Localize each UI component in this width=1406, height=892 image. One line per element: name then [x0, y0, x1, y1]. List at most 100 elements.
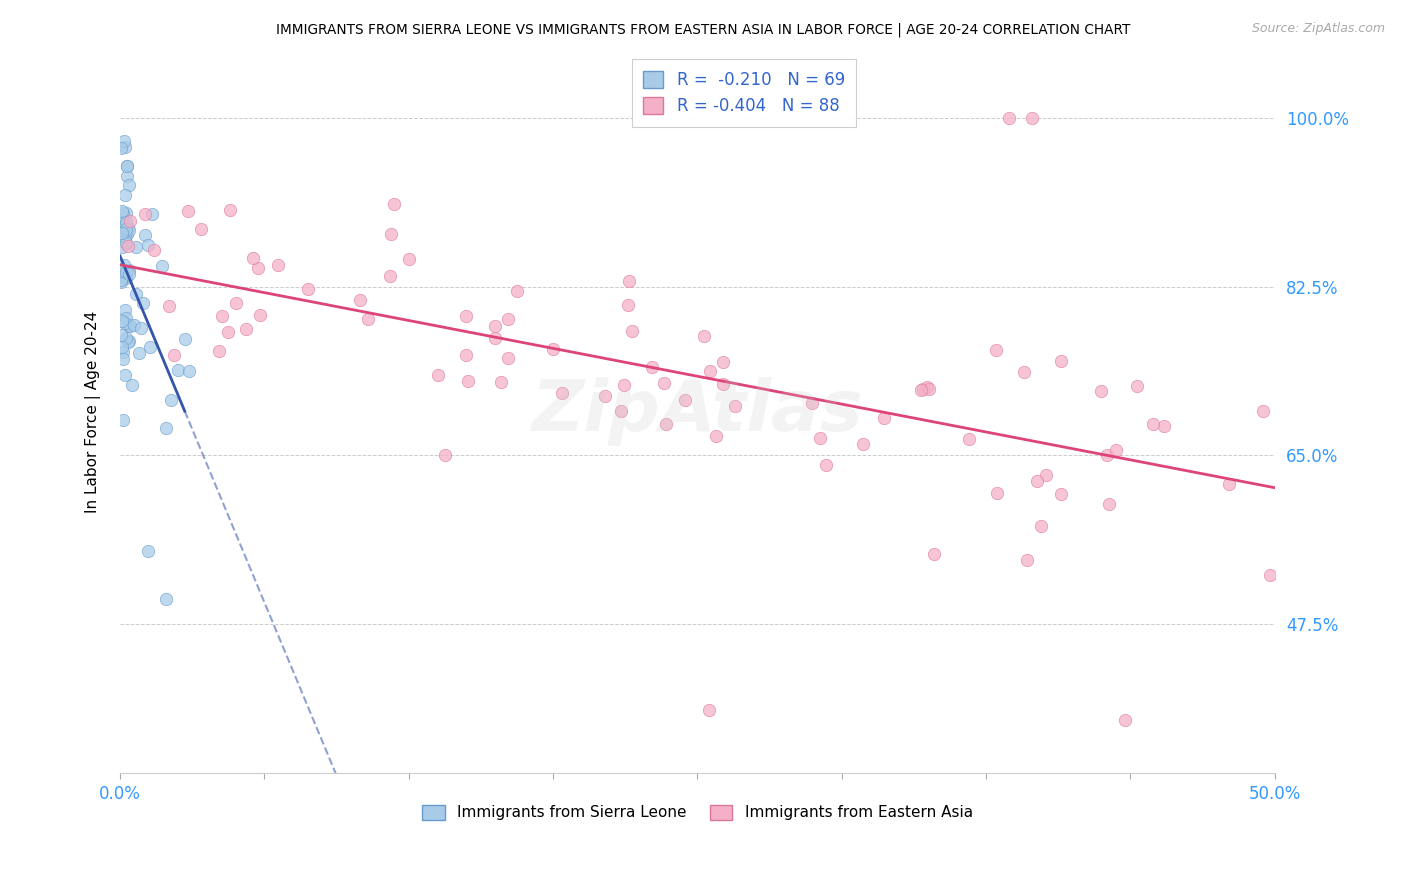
- Point: [357, 312, 380, 326]
- Point: [266, 258, 288, 272]
- Point: [456, 348, 478, 362]
- Point: [1218, 476, 1240, 491]
- Point: [110, 273, 132, 287]
- Point: [986, 485, 1008, 500]
- Point: [1258, 567, 1281, 582]
- Point: [808, 431, 831, 445]
- Point: [115, 159, 138, 173]
- Point: [225, 296, 247, 310]
- Point: [1153, 418, 1175, 433]
- Text: Source: ZipAtlas.com: Source: ZipAtlas.com: [1251, 22, 1385, 36]
- Point: [800, 396, 823, 410]
- Point: [114, 218, 136, 232]
- Point: [128, 346, 150, 360]
- Point: [249, 308, 271, 322]
- Point: [380, 227, 402, 241]
- Point: [120, 318, 142, 333]
- Point: [111, 314, 134, 328]
- Point: [160, 392, 183, 407]
- Point: [117, 334, 139, 349]
- Point: [852, 437, 875, 451]
- Point: [118, 262, 141, 277]
- Point: [693, 328, 716, 343]
- Point: [654, 376, 676, 391]
- Point: [984, 343, 1007, 357]
- Point: [1021, 111, 1043, 125]
- Point: [112, 134, 135, 148]
- Point: [177, 204, 200, 219]
- Point: [114, 230, 136, 244]
- Point: [110, 141, 132, 155]
- Point: [211, 309, 233, 323]
- Point: [427, 368, 450, 383]
- Point: [125, 240, 148, 254]
- Point: [610, 404, 633, 418]
- Point: [1097, 448, 1119, 462]
- Point: [349, 293, 371, 307]
- Point: [498, 351, 520, 366]
- Point: [112, 413, 135, 427]
- Point: [111, 340, 134, 354]
- Point: [1253, 404, 1275, 418]
- Point: [1035, 467, 1057, 482]
- Point: [118, 318, 141, 332]
- Point: [112, 219, 135, 233]
- Point: [1104, 443, 1126, 458]
- Point: [111, 269, 134, 284]
- Point: [484, 331, 506, 345]
- Text: ZipAtlas: ZipAtlas: [531, 377, 863, 446]
- Point: [110, 267, 132, 281]
- Point: [143, 243, 166, 257]
- Point: [114, 302, 136, 317]
- Point: [118, 223, 141, 237]
- Point: [641, 359, 664, 374]
- Point: [163, 348, 186, 362]
- Point: [617, 274, 640, 288]
- Point: [918, 382, 941, 396]
- Point: [117, 239, 139, 253]
- Point: [506, 285, 529, 299]
- Point: [155, 592, 177, 607]
- Point: [114, 215, 136, 229]
- Point: [110, 275, 132, 289]
- Point: [118, 178, 141, 193]
- Point: [915, 380, 938, 394]
- Point: [114, 316, 136, 330]
- Point: [217, 326, 239, 340]
- Point: [150, 259, 173, 273]
- Point: [110, 328, 132, 343]
- Point: [121, 377, 143, 392]
- Point: [208, 344, 231, 359]
- Point: [114, 270, 136, 285]
- Point: [724, 399, 747, 413]
- Point: [166, 362, 188, 376]
- Point: [112, 258, 135, 272]
- Legend: Immigrants from Sierra Leone, Immigrants from Eastern Asia: Immigrants from Sierra Leone, Immigrants…: [416, 798, 979, 827]
- Point: [136, 238, 159, 252]
- Point: [139, 340, 162, 354]
- Point: [815, 458, 838, 473]
- Point: [115, 265, 138, 279]
- Point: [484, 319, 506, 334]
- Point: [118, 214, 141, 228]
- Point: [115, 205, 138, 219]
- Point: [541, 342, 564, 356]
- Point: [247, 260, 270, 275]
- Point: [115, 169, 138, 183]
- Point: [114, 311, 136, 326]
- Point: [433, 448, 456, 462]
- Point: [190, 221, 212, 235]
- Point: [173, 332, 195, 346]
- Point: [141, 206, 163, 220]
- Point: [134, 228, 156, 243]
- Point: [711, 355, 734, 369]
- Point: [704, 429, 727, 443]
- Point: [114, 140, 136, 154]
- Point: [125, 287, 148, 301]
- Point: [115, 159, 138, 173]
- Point: [1090, 384, 1112, 398]
- Point: [910, 383, 932, 397]
- Point: [1050, 354, 1073, 368]
- Point: [114, 235, 136, 250]
- Point: [1142, 417, 1164, 431]
